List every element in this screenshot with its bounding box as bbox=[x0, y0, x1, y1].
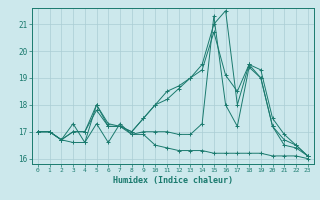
X-axis label: Humidex (Indice chaleur): Humidex (Indice chaleur) bbox=[113, 176, 233, 185]
